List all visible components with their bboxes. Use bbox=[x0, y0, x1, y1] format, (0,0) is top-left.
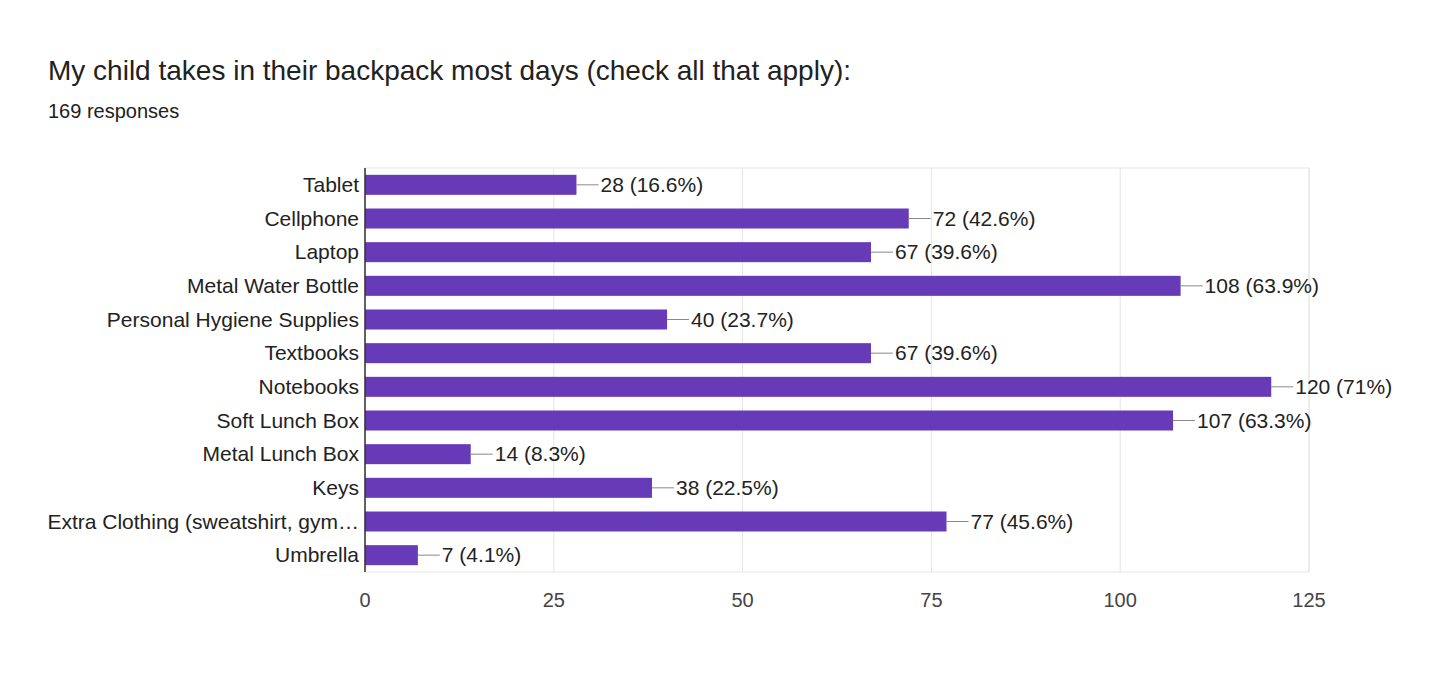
bar bbox=[365, 377, 1271, 397]
data-label: 120 (71%) bbox=[1295, 375, 1392, 398]
tick-label: 25 bbox=[543, 589, 565, 611]
label-leader bbox=[947, 521, 969, 522]
category-label: Cellphone bbox=[264, 207, 359, 230]
label-leader bbox=[871, 353, 893, 354]
category-label: Metal Lunch Box bbox=[203, 442, 360, 465]
data-label: 14 (8.3%) bbox=[495, 442, 586, 465]
tick-label: 75 bbox=[920, 589, 942, 611]
bar bbox=[365, 310, 667, 330]
axis-line bbox=[364, 168, 366, 572]
data-label: 67 (39.6%) bbox=[895, 341, 998, 364]
category-label: Personal Hygiene Supplies bbox=[107, 308, 359, 331]
data-label: 38 (22.5%) bbox=[676, 476, 779, 499]
data-label: 7 (4.1%) bbox=[442, 543, 521, 566]
label-leader bbox=[1271, 386, 1293, 387]
data-label: 40 (23.7%) bbox=[691, 308, 794, 331]
data-label: 107 (63.3%) bbox=[1197, 409, 1311, 432]
grid-line bbox=[365, 168, 366, 572]
tick-label: 100 bbox=[1104, 589, 1137, 611]
bar bbox=[365, 276, 1181, 296]
bars bbox=[365, 175, 1271, 565]
data-label: 72 (42.6%) bbox=[933, 207, 1036, 230]
data-label: 108 (63.9%) bbox=[1205, 274, 1319, 297]
label-leader bbox=[576, 184, 598, 185]
page: {"chart_data": {"type": "bar", "orientat… bbox=[0, 0, 1456, 692]
category-label: Notebooks bbox=[259, 375, 359, 398]
title: My child takes in their backpack most da… bbox=[48, 55, 851, 86]
category-label: Tablet bbox=[303, 173, 359, 196]
label-leader bbox=[652, 487, 674, 488]
bar bbox=[365, 512, 947, 532]
bar bbox=[365, 444, 471, 464]
bar bbox=[365, 411, 1173, 431]
label-leader bbox=[1181, 285, 1203, 286]
category-label: Soft Lunch Box bbox=[217, 409, 360, 432]
tick-label: 50 bbox=[731, 589, 753, 611]
category-label: Textbooks bbox=[264, 341, 359, 364]
category-label: Extra Clothing (sweatshirt, gym… bbox=[47, 510, 359, 533]
grid-line bbox=[1309, 168, 1310, 572]
data-label: 77 (45.6%) bbox=[971, 510, 1074, 533]
bar bbox=[365, 209, 909, 229]
category-label: Laptop bbox=[295, 240, 359, 263]
label-leader bbox=[418, 555, 440, 556]
subtitle: 169 responses bbox=[48, 100, 179, 122]
bar bbox=[365, 175, 576, 195]
tick-label: 0 bbox=[359, 589, 370, 611]
grid-line bbox=[1120, 168, 1121, 572]
category-label: Keys bbox=[312, 476, 359, 499]
label-leader bbox=[667, 319, 689, 320]
label-leader bbox=[871, 252, 893, 253]
tick-label: 125 bbox=[1292, 589, 1325, 611]
bar bbox=[365, 242, 871, 262]
category-label: Umbrella bbox=[275, 543, 359, 566]
grid-line bbox=[553, 168, 554, 572]
chart: My child takes in their backpack most da… bbox=[0, 0, 1456, 692]
data-label: 67 (39.6%) bbox=[895, 240, 998, 263]
bar bbox=[365, 343, 871, 363]
label-leader bbox=[1173, 420, 1195, 421]
category-label: Metal Water Bottle bbox=[187, 274, 359, 297]
plot-frame bbox=[365, 168, 1309, 572]
data-label: 28 (16.6%) bbox=[600, 173, 703, 196]
label-leader bbox=[909, 218, 931, 219]
grid-line bbox=[742, 168, 743, 572]
label-leader bbox=[471, 454, 493, 455]
bar bbox=[365, 478, 652, 498]
bar bbox=[365, 545, 418, 565]
